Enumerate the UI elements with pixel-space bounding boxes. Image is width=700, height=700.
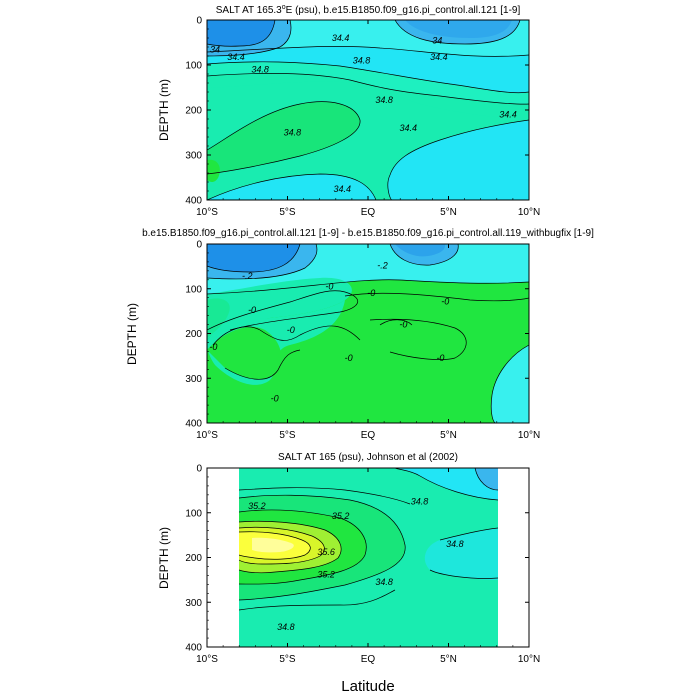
y-tick-label: 0 (196, 464, 202, 475)
panel3-ylabel: DEPTH (m) (157, 527, 171, 589)
panel3-contour-labels: 35.2 35.2 35.6 35.2 34.8 34.8 34.8 34.8 (248, 497, 464, 632)
x-tick-label: 10°S (196, 654, 218, 665)
x-tick-label: 10°N (518, 207, 540, 218)
contour-label: -0 (209, 342, 217, 352)
contour-label: -0 (399, 320, 407, 330)
x-tick-label: 10°N (518, 430, 540, 441)
contour-label: -0 (441, 296, 449, 306)
y-tick-label: 0 (196, 240, 202, 251)
y-tick-label: 100 (185, 284, 202, 295)
y-tick-label: 100 (185, 508, 202, 519)
contour-label: 34.8 (284, 128, 302, 138)
panel1-title: SALT AT 165.3oE (psu), b.e15.B1850.f09_g… (216, 4, 521, 16)
contour-label: 35.2 (317, 570, 335, 580)
contour-label: 35.2 (248, 501, 266, 511)
contour-label: 34.8 (411, 497, 429, 507)
x-axis-label: Latitude (341, 678, 394, 695)
panel2-title: b.e15.B1850.f09_g16.pi_control.all.121 [… (142, 228, 594, 239)
x-tick-label: EQ (361, 654, 376, 665)
x-tick-label: EQ (361, 430, 376, 441)
x-tick-label: 5°N (440, 654, 457, 665)
contour-label: 34.8 (277, 622, 295, 632)
panel2-axes: 10°S 5°S EQ 5°N 10°N 0 100 200 300 400 (185, 240, 540, 442)
panel2-contour-fill (207, 244, 529, 423)
contour-label: -0 (271, 393, 279, 403)
contour-label: -0 (248, 305, 256, 315)
panel2-ylabel: DEPTH (m) (125, 303, 139, 365)
contour-label: 34.4 (227, 52, 245, 62)
panel-model-difference: b.e15.B1850.f09_g16.pi_control.all.121 [… (125, 228, 594, 441)
x-tick-label: 5°N (440, 430, 457, 441)
contour-label: 35.2 (332, 511, 350, 521)
y-tick-label: 300 (185, 151, 202, 162)
x-tick-label: 10°S (196, 430, 218, 441)
y-tick-label: 400 (185, 419, 202, 430)
contour-label: -.2 (242, 271, 253, 281)
panel-observed-salinity: SALT AT 165 (psu), Johnson et al (2002) (157, 452, 540, 695)
contour-label: 34.4 (430, 52, 448, 62)
contour-label: 35.6 (317, 547, 335, 557)
y-tick-label: 200 (185, 329, 202, 340)
y-tick-label: 400 (185, 643, 202, 654)
x-tick-label: 10°S (196, 207, 218, 218)
contour-label: 34.8 (353, 56, 371, 66)
y-tick-label: 400 (185, 196, 202, 207)
panel2-contour-labels: -.2 -.2 -0 -0 -0 -0 -0 -0 -0 -0 -0 -0 (209, 260, 449, 403)
contour-label: -0 (436, 353, 444, 363)
contour-label: -0 (325, 282, 333, 292)
contour-label: -0 (287, 325, 295, 335)
x-tick-label: 5°N (440, 207, 457, 218)
panel3-contour-fill (239, 468, 498, 647)
contour-label: 34.4 (499, 110, 517, 120)
panel1-contour-labels: 34 34.4 34.8 34.4 34.8 34 34.4 34.8 34.8 34.4 34.4… (210, 33, 517, 194)
contour-label: 34.4 (332, 33, 350, 43)
contour-label: 34 (432, 35, 442, 45)
contour-label: 34.8 (446, 539, 464, 549)
y-tick-label: 200 (185, 106, 202, 117)
contour-label: 34.4 (399, 123, 417, 133)
panel3-title: SALT AT 165 (psu), Johnson et al (2002) (278, 452, 458, 463)
panel-model-salinity: SALT AT 165.3oE (psu), b.e15.B1850.f09_g… (157, 4, 540, 218)
x-tick-label: 5°S (279, 654, 296, 665)
y-tick-label: 300 (185, 374, 202, 385)
x-tick-label: 5°S (279, 430, 296, 441)
x-tick-label: 10°N (518, 654, 540, 665)
contour-label: -0 (367, 288, 375, 298)
y-tick-label: 100 (185, 61, 202, 72)
contour-label: 34.8 (251, 65, 269, 75)
contour-label: 34.8 (375, 577, 393, 587)
y-tick-label: 200 (185, 553, 202, 564)
x-tick-label: EQ (361, 207, 376, 218)
y-tick-label: 0 (196, 16, 202, 27)
contour-label: 34.4 (333, 184, 351, 194)
panel1-contour-fill (207, 20, 529, 200)
contour-label: -0 (345, 353, 353, 363)
contour-label: 34 (210, 44, 220, 54)
contour-label: 34.8 (375, 95, 393, 105)
panel1-ylabel: DEPTH (m) (157, 79, 171, 141)
y-tick-label: 300 (185, 598, 202, 609)
x-tick-label: 5°S (279, 207, 296, 218)
panel1-axes: 10°S 5°S EQ 5°N 10°N 0 100 200 300 400 (185, 16, 540, 219)
panel3-axes: 10°S 5°S EQ 5°N 10°N 0 100 200 300 400 (185, 464, 540, 666)
contour-label: -.2 (377, 260, 388, 270)
